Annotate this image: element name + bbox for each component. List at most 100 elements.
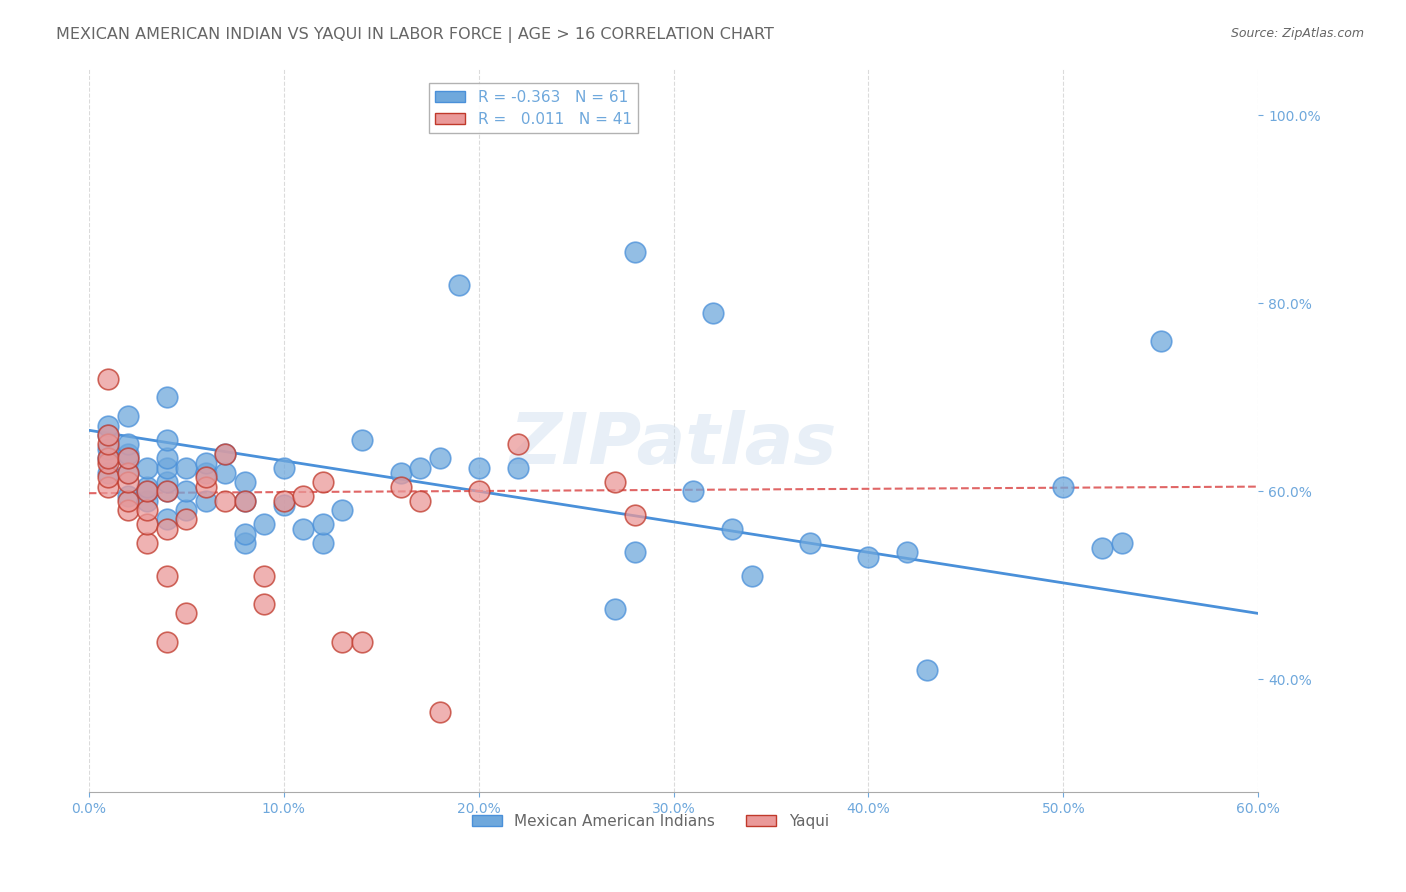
Point — [896, 545, 918, 559]
Point — [702, 306, 724, 320]
Point — [467, 484, 489, 499]
Point — [156, 634, 179, 648]
Point — [174, 607, 197, 621]
Point — [136, 484, 159, 499]
Text: MEXICAN AMERICAN INDIAN VS YAQUI IN LABOR FORCE | AGE > 16 CORRELATION CHART: MEXICAN AMERICAN INDIAN VS YAQUI IN LABO… — [56, 27, 775, 43]
Point — [429, 451, 451, 466]
Point — [1091, 541, 1114, 555]
Point — [603, 601, 626, 615]
Point — [97, 442, 120, 456]
Point — [136, 503, 159, 517]
Point — [156, 569, 179, 583]
Point — [136, 484, 159, 499]
Point — [311, 475, 333, 489]
Point — [97, 428, 120, 442]
Point — [233, 536, 256, 550]
Point — [467, 460, 489, 475]
Point — [623, 508, 645, 522]
Point — [350, 634, 373, 648]
Point — [194, 466, 217, 480]
Point — [858, 550, 880, 565]
Point — [117, 437, 139, 451]
Point — [1150, 334, 1173, 348]
Point — [330, 503, 353, 517]
Point — [292, 489, 315, 503]
Point — [97, 466, 120, 480]
Point — [389, 466, 412, 480]
Point — [409, 493, 432, 508]
Point — [174, 503, 197, 517]
Point — [136, 517, 159, 532]
Point — [682, 484, 704, 499]
Point — [799, 536, 821, 550]
Point — [214, 493, 236, 508]
Point — [741, 569, 763, 583]
Point — [253, 569, 276, 583]
Point — [117, 475, 139, 489]
Point — [194, 470, 217, 484]
Point — [214, 466, 236, 480]
Point — [330, 634, 353, 648]
Point — [174, 512, 197, 526]
Point — [623, 545, 645, 559]
Point — [156, 390, 179, 404]
Point — [194, 456, 217, 470]
Point — [156, 451, 179, 466]
Point — [233, 493, 256, 508]
Point — [233, 475, 256, 489]
Point — [194, 493, 217, 508]
Point — [1111, 536, 1133, 550]
Point — [174, 484, 197, 499]
Point — [273, 460, 295, 475]
Point — [117, 489, 139, 503]
Point — [389, 480, 412, 494]
Point — [97, 480, 120, 494]
Point — [136, 493, 159, 508]
Point — [214, 447, 236, 461]
Point — [117, 451, 139, 466]
Point — [117, 503, 139, 517]
Point — [253, 517, 276, 532]
Point — [273, 499, 295, 513]
Point — [506, 460, 529, 475]
Point — [97, 456, 120, 470]
Point — [506, 437, 529, 451]
Point — [156, 475, 179, 489]
Point — [156, 512, 179, 526]
Point — [409, 460, 432, 475]
Point — [97, 437, 120, 451]
Point — [233, 526, 256, 541]
Point — [721, 522, 744, 536]
Point — [117, 466, 139, 480]
Point — [350, 433, 373, 447]
Point — [156, 460, 179, 475]
Point — [117, 409, 139, 424]
Point — [97, 428, 120, 442]
Point — [117, 451, 139, 466]
Point — [214, 447, 236, 461]
Point — [174, 460, 197, 475]
Point — [194, 480, 217, 494]
Point — [156, 433, 179, 447]
Point — [603, 475, 626, 489]
Point — [156, 484, 179, 499]
Point — [136, 536, 159, 550]
Point — [311, 536, 333, 550]
Point — [253, 597, 276, 611]
Text: Source: ZipAtlas.com: Source: ZipAtlas.com — [1230, 27, 1364, 40]
Point — [915, 663, 938, 677]
Point — [136, 480, 159, 494]
Point — [311, 517, 333, 532]
Point — [156, 484, 179, 499]
Point — [97, 451, 120, 466]
Point — [273, 493, 295, 508]
Point — [136, 460, 159, 475]
Point — [156, 522, 179, 536]
Point — [117, 466, 139, 480]
Text: ZIPatlas: ZIPatlas — [510, 410, 837, 479]
Point — [292, 522, 315, 536]
Point — [97, 371, 120, 385]
Point — [449, 277, 471, 292]
Point — [97, 418, 120, 433]
Point — [97, 470, 120, 484]
